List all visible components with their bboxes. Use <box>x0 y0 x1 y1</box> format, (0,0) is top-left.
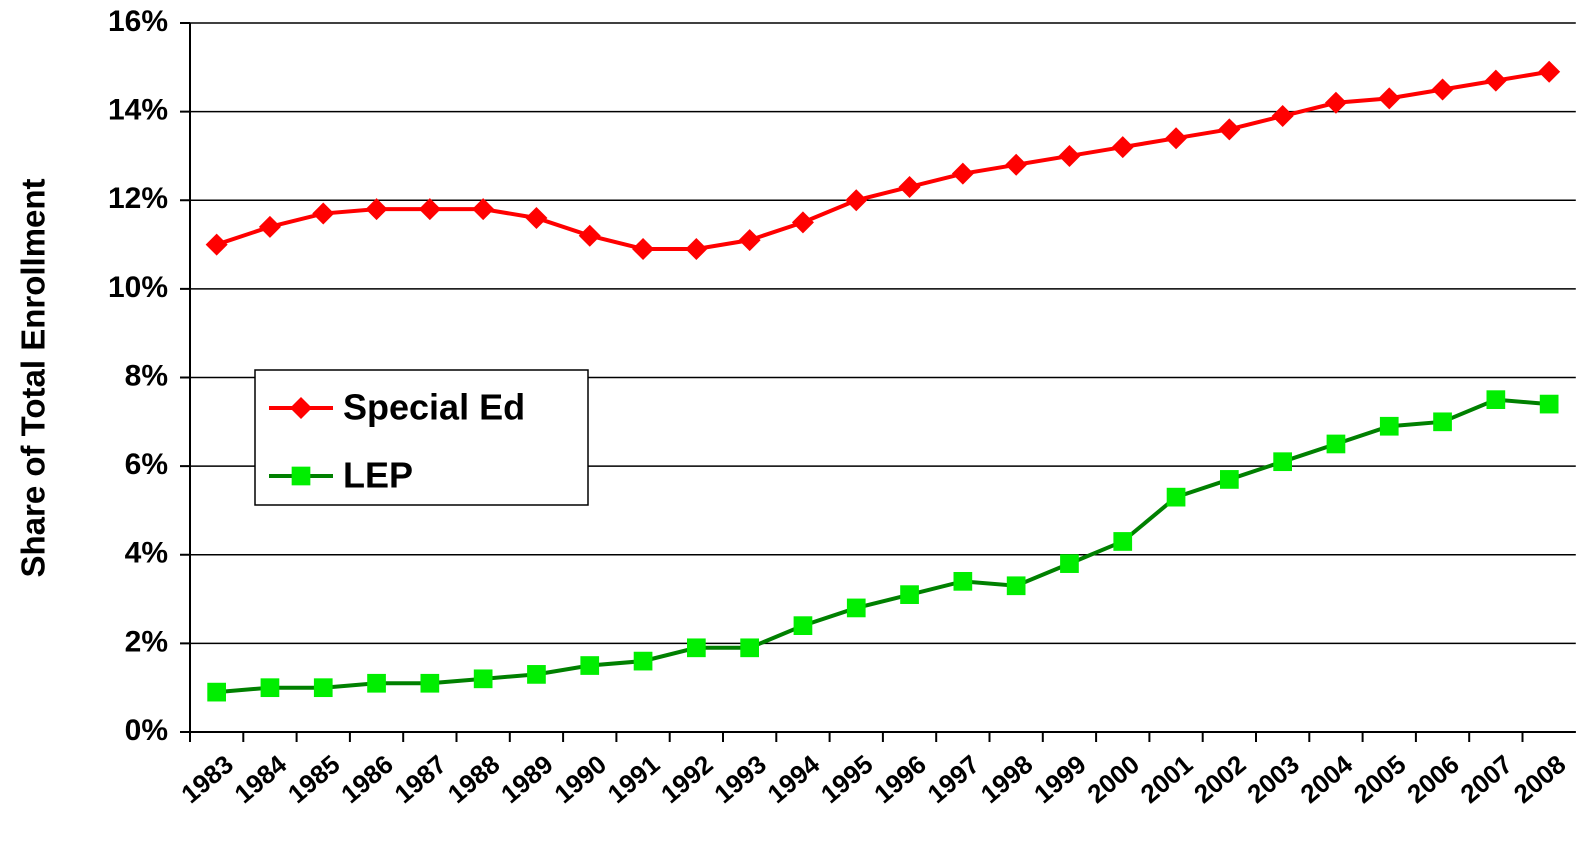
marker <box>1271 105 1294 128</box>
marker <box>1058 144 1081 167</box>
marker <box>1220 470 1239 489</box>
marker <box>473 669 493 689</box>
marker <box>633 651 653 671</box>
marker <box>1326 434 1346 454</box>
x-tick-label: 2000 <box>1081 749 1145 809</box>
x-tick-label: 2008 <box>1508 749 1572 809</box>
y-tick-label: 2% <box>125 625 168 658</box>
marker <box>1111 136 1134 159</box>
marker <box>1324 91 1347 114</box>
x-tick-label: 1987 <box>389 749 453 809</box>
y-tick-label: 8% <box>125 359 168 392</box>
marker <box>793 616 813 635</box>
marker <box>632 237 655 260</box>
marker <box>687 638 706 658</box>
marker <box>472 198 495 221</box>
marker <box>845 189 868 212</box>
y-tick-label: 12% <box>108 182 168 215</box>
y-tick-label: 16% <box>108 5 168 38</box>
x-tick-label: 1996 <box>868 749 932 809</box>
marker <box>1218 118 1241 141</box>
x-tick-label: 1985 <box>282 749 346 809</box>
x-tick-label: 1992 <box>655 749 719 809</box>
marker <box>578 224 601 247</box>
marker <box>738 229 761 252</box>
x-tick-label: 1986 <box>335 749 399 809</box>
marker <box>1060 554 1079 573</box>
legend-label: LEP <box>343 455 413 496</box>
x-tick-label: 1984 <box>229 749 293 810</box>
marker <box>312 202 335 225</box>
marker <box>1166 487 1186 507</box>
marker <box>1006 576 1026 596</box>
x-tick-label: 1998 <box>975 749 1039 809</box>
marker <box>900 585 919 604</box>
x-tick-label: 2002 <box>1188 749 1252 809</box>
marker <box>846 598 866 618</box>
legend-box <box>254 369 589 506</box>
marker <box>1538 60 1561 83</box>
x-tick-label: 1983 <box>175 749 239 809</box>
marker <box>951 162 974 185</box>
marker <box>527 665 546 684</box>
marker <box>365 198 388 221</box>
marker <box>525 206 548 229</box>
series-line <box>216 69 1550 251</box>
x-tick-label: 1991 <box>602 749 666 809</box>
x-tick-label: 1993 <box>708 749 772 809</box>
marker <box>291 466 311 486</box>
marker <box>1378 87 1401 110</box>
marker <box>258 215 281 238</box>
marker <box>580 656 600 675</box>
x-tick-label: 2004 <box>1295 749 1359 810</box>
marker <box>1484 69 1507 92</box>
y-tick-label: 0% <box>125 714 168 747</box>
x-tick-label: 2006 <box>1401 749 1465 809</box>
x-tick-label: 1995 <box>815 749 879 809</box>
marker <box>290 397 312 419</box>
marker <box>1165 127 1188 150</box>
x-tick-label: 1999 <box>1028 749 1092 809</box>
x-tick-label: 2001 <box>1135 749 1199 809</box>
y-tick-label: 10% <box>108 271 168 304</box>
marker <box>418 198 441 221</box>
x-tick-label: 1994 <box>762 749 826 810</box>
marker <box>1431 78 1454 101</box>
marker <box>898 175 921 198</box>
x-tick-label: 2007 <box>1455 749 1519 809</box>
legend-label: Special Ed <box>343 387 525 428</box>
marker <box>685 237 708 260</box>
marker <box>207 682 226 702</box>
y-tick-label: 4% <box>125 537 168 570</box>
marker <box>420 673 440 693</box>
x-tick-label: 2005 <box>1348 749 1412 809</box>
marker <box>1273 452 1292 472</box>
marker <box>1113 532 1133 551</box>
x-tick-label: 1997 <box>922 749 986 809</box>
marker <box>953 571 973 591</box>
marker <box>740 638 759 658</box>
y-tick-label: 14% <box>108 94 168 127</box>
x-tick-label: 2003 <box>1241 749 1305 809</box>
marker <box>1433 412 1452 432</box>
marker <box>1379 416 1399 436</box>
marker <box>367 673 386 693</box>
x-tick-label: 1989 <box>495 749 559 809</box>
y-axis-title: Share of Total Enrollment <box>15 178 52 577</box>
marker <box>260 678 280 698</box>
y-tick-label: 6% <box>125 448 168 481</box>
x-tick-label: 1990 <box>548 749 612 809</box>
marker <box>1486 390 1506 410</box>
marker <box>1005 153 1028 176</box>
marker <box>313 678 333 698</box>
marker <box>205 233 228 256</box>
marker <box>1539 394 1559 414</box>
marker <box>791 211 814 234</box>
x-tick-label: 1988 <box>442 749 506 809</box>
